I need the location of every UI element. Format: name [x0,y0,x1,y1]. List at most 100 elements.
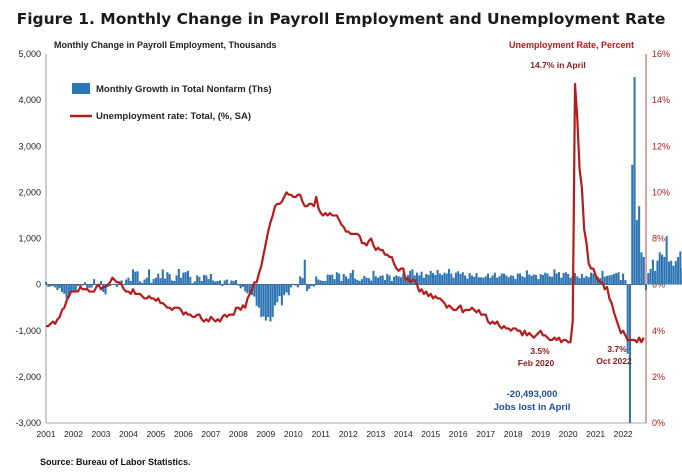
left-tick-label: 5,000 [18,49,41,59]
bar [177,268,180,285]
bar [342,274,345,285]
bar [322,280,325,285]
bar [665,236,668,285]
bar [448,268,451,285]
bar [219,280,222,285]
bar [290,284,293,288]
bar [679,251,682,285]
bar [237,284,240,286]
bar [422,277,425,285]
bar [395,275,398,285]
bar [90,284,93,288]
bar [175,275,178,285]
x-tick-label: 2014 [394,429,413,439]
bar [267,284,270,317]
bar [399,277,402,285]
bar [454,272,457,285]
bar [253,284,256,297]
bar [70,284,73,293]
bar [617,272,620,285]
bar [381,275,384,285]
bar [670,260,673,285]
bar [491,275,494,285]
bar [514,279,517,285]
annotation-jobs-lost-label: Jobs lost in April [494,402,571,413]
bar [269,284,272,322]
x-axis: 2001 2002 2003 2004 2005 2006 2007 2008 2009 2010… [37,429,633,439]
bar [347,278,350,285]
bar [294,284,297,286]
bar [452,277,455,285]
bar [603,276,606,285]
bar [402,273,405,285]
bar [152,279,155,285]
bar [356,280,359,285]
bar [244,284,247,292]
bar [628,284,632,424]
x-tick-label: 2022 [614,429,633,439]
bar [333,279,336,285]
bar [674,261,677,285]
bar [555,273,558,285]
x-tick-label: 2011 [312,429,331,439]
bar [324,280,327,285]
bar [397,276,400,285]
bar [450,273,453,285]
legend-bar-swatch [72,83,90,94]
left-axis-title: Monthly Change in Payroll Employment, Th… [54,40,277,50]
x-tick-label: 2019 [531,429,550,439]
bar [81,284,84,286]
bar [310,284,313,287]
bar [502,273,506,285]
bar [49,284,52,287]
x-tick-label: 2007 [201,429,220,439]
bar [207,279,210,285]
bar [468,273,471,285]
bar [642,256,645,285]
bar [578,278,581,285]
bar [306,284,309,292]
bar [626,284,629,354]
bar [594,275,597,285]
line-series [46,82,645,344]
bar [335,272,338,285]
left-tick-label: -2,000 [15,372,41,382]
annotation-jobs-lost-value: -20,493,000 [507,389,558,400]
x-tick-label: 2012 [339,429,358,439]
bar [134,271,137,285]
bar [209,274,212,285]
bar [393,276,396,285]
bar [608,275,611,285]
bar [388,275,391,285]
bar [246,284,249,294]
bar [390,280,393,285]
left-tick-label: 0 [36,280,41,290]
bar [221,284,224,287]
bar [47,284,50,287]
bar [61,284,64,293]
bar [232,280,235,285]
right-tick-label: 0% [652,418,665,428]
bar [580,274,583,285]
right-tick-label: 8% [652,234,665,244]
right-tick-label: 10% [652,187,670,197]
bar [99,280,102,285]
bar [200,280,203,285]
bar [125,279,128,285]
bar [56,284,59,291]
bar [663,256,666,285]
bar [420,271,423,285]
bar [553,269,556,285]
bar [150,282,153,285]
bar [44,281,48,285]
legend-bar-label: Monthly Growth in Total Nonfarm (Ths) [96,84,272,95]
bar [409,270,412,285]
bar [519,273,522,285]
bar [285,284,288,293]
x-tick-label: 2005 [146,429,165,439]
legend: Monthly Growth in Total Nonfarm (Ths) Un… [70,83,272,122]
bar [120,280,123,285]
bar [438,273,441,285]
bar [496,277,499,285]
bar [583,277,586,285]
